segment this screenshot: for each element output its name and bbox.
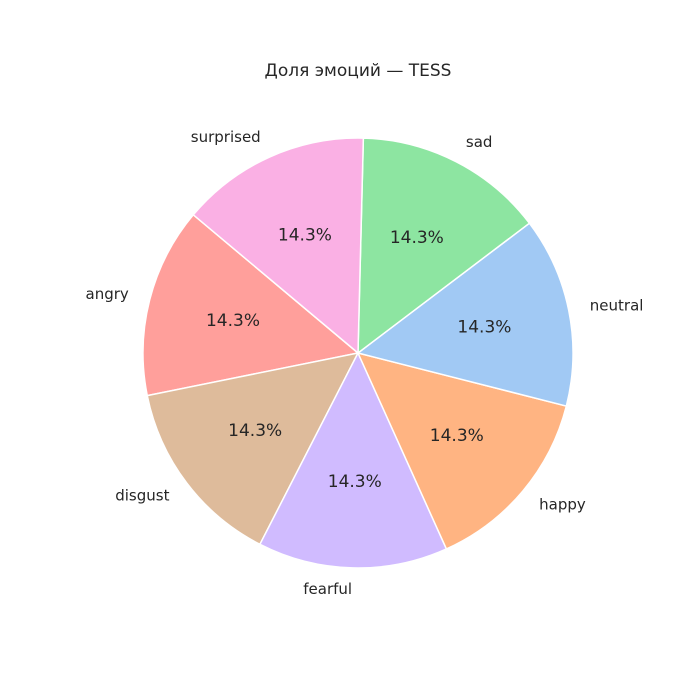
percent-label-sad: 14.3% xyxy=(390,228,444,248)
chart-title: Доля эмоций — TESS xyxy=(265,61,452,81)
slice-label-happy: happy xyxy=(539,496,586,514)
percent-label-happy: 14.3% xyxy=(430,426,484,446)
percent-label-disgust: 14.3% xyxy=(228,421,282,441)
pie-slice-surprised xyxy=(192,137,365,355)
percent-label-surprised: 14.3% xyxy=(278,225,332,245)
slice-label-angry: angry xyxy=(86,285,129,303)
slice-label-disgust: disgust xyxy=(115,486,169,504)
pie-slice-neutral xyxy=(356,222,574,407)
percent-label-neutral: 14.3% xyxy=(457,317,511,337)
pie-labels: angry 14.3% disgust 14.3% fearful 14.3% happy 1… xyxy=(86,128,644,598)
slice-label-neutral: neutral xyxy=(590,297,644,315)
pie-slice-angry xyxy=(142,213,360,397)
slice-label-surprised: surprised xyxy=(191,128,261,146)
pie-slice-fearful xyxy=(258,351,448,569)
pie-slice-disgust xyxy=(146,351,360,546)
percent-label-fearful: 14.3% xyxy=(328,472,382,492)
pie-slices xyxy=(142,137,574,569)
percent-label-angry: 14.3% xyxy=(206,311,260,331)
pie-slice-happy xyxy=(356,351,568,550)
pie-slice-sad xyxy=(357,137,531,355)
slice-label-sad: sad xyxy=(466,133,493,151)
slice-label-fearful: fearful xyxy=(303,580,352,598)
